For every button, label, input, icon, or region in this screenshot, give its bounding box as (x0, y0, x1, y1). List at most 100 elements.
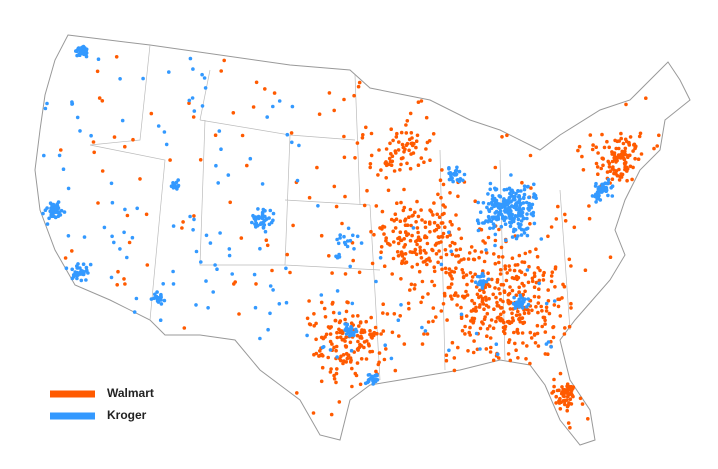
store-dot (536, 301, 541, 305)
store-dot (359, 357, 364, 361)
store-dot (345, 244, 350, 249)
store-dot (412, 141, 416, 146)
store-dot (513, 228, 518, 232)
store-dot (478, 303, 482, 307)
store-dot (505, 271, 510, 275)
store-dot (364, 319, 369, 324)
store-dot (568, 425, 572, 430)
store-dot (500, 306, 504, 310)
store-dot (490, 277, 494, 282)
store-dot (332, 184, 337, 189)
store-dot (508, 268, 512, 272)
store-dot (343, 344, 348, 348)
store-dot (432, 201, 436, 205)
store-dot (525, 212, 529, 216)
store-dot (631, 165, 635, 170)
store-dot (519, 189, 523, 193)
store-dot (399, 303, 403, 307)
store-dot (402, 205, 407, 210)
store-dot (386, 162, 391, 167)
store-dot (497, 203, 502, 207)
store-dot (372, 380, 376, 384)
store-dot (399, 162, 403, 167)
store-dot (187, 101, 191, 105)
store-dot (271, 218, 275, 223)
store-dot (426, 292, 430, 296)
store-dot (431, 248, 435, 253)
store-dot (498, 268, 503, 272)
store-dot (419, 300, 423, 305)
store-dot (331, 310, 336, 315)
store-dot (162, 298, 167, 303)
store-dot (61, 167, 66, 171)
store-dot (517, 285, 521, 290)
legend-swatch (50, 412, 95, 420)
store-dot (377, 148, 381, 152)
store-dot (484, 298, 488, 302)
store-dot (384, 347, 388, 351)
store-dot (544, 301, 549, 306)
store-dot (338, 319, 343, 323)
store-dot (607, 145, 611, 150)
store-dot (522, 184, 527, 188)
store-dot (59, 148, 63, 152)
store-dot (391, 256, 396, 261)
store-dot (118, 247, 122, 251)
store-dot (216, 181, 220, 185)
store-dot (449, 249, 454, 254)
store-dot (84, 265, 89, 270)
store-dot (402, 237, 407, 241)
store-dot (497, 260, 501, 265)
store-dot (534, 304, 538, 309)
store-dot (540, 309, 544, 313)
store-dot (123, 282, 127, 286)
store-dot (504, 216, 508, 220)
store-dot (439, 255, 443, 260)
store-dot (337, 400, 342, 404)
store-dot (319, 233, 324, 238)
store-dot (519, 233, 524, 237)
store-dot (510, 288, 515, 293)
store-dot (396, 148, 401, 152)
store-dot (393, 149, 398, 153)
store-dot (628, 153, 632, 158)
store-dot (425, 332, 430, 336)
store-dot (228, 200, 232, 205)
store-dot (504, 199, 509, 203)
store-dot (460, 268, 465, 272)
store-dot (322, 306, 327, 311)
store-dot (245, 163, 249, 168)
store-dot (432, 265, 437, 270)
store-dot (509, 193, 514, 198)
store-dot (565, 384, 569, 389)
store-dot (513, 214, 518, 218)
store-dot (503, 222, 508, 226)
store-dot (502, 290, 507, 295)
store-dot (64, 266, 69, 271)
store-dot (519, 202, 523, 206)
store-dot (450, 240, 455, 245)
store-dot (485, 311, 490, 316)
store-dot (494, 319, 498, 324)
store-dot (437, 215, 442, 219)
store-dot (590, 147, 595, 152)
store-dot (604, 188, 608, 193)
store-dot (443, 248, 448, 252)
store-dot (515, 277, 519, 282)
store-dot (511, 198, 515, 202)
store-dot (154, 294, 159, 299)
store-dot (291, 223, 295, 228)
store-dot (543, 330, 548, 334)
store-dot (481, 201, 486, 205)
store-dot (84, 47, 89, 52)
store-dot (619, 131, 623, 136)
store-dot (468, 325, 472, 330)
store-dot (248, 156, 253, 161)
store-dot (335, 289, 340, 293)
store-dot (70, 100, 74, 104)
store-dot (354, 327, 358, 332)
store-dot (424, 251, 428, 255)
store-dot (534, 280, 539, 285)
store-dot (414, 145, 418, 150)
store-dot (491, 326, 496, 331)
